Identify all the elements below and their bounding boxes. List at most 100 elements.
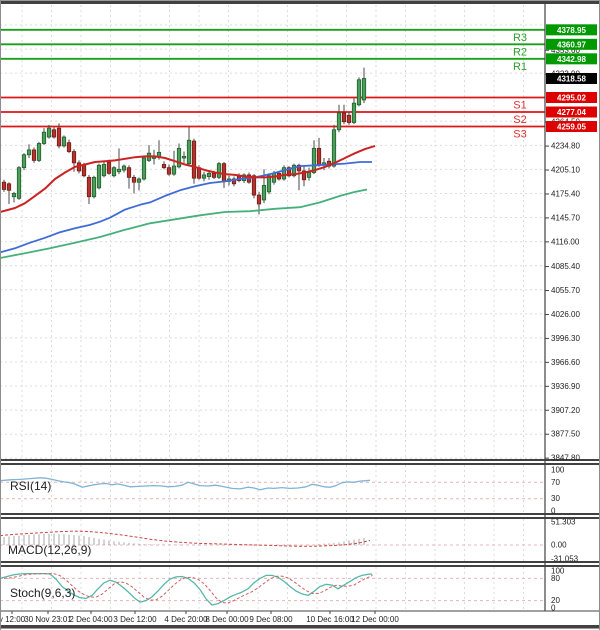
svg-text:-31.053: -31.053 — [551, 554, 579, 563]
svg-text:4277.04: 4277.04 — [557, 108, 586, 117]
candle-up — [361, 67, 367, 104]
svg-text:2 Dec 04:00: 2 Dec 04:00 — [69, 615, 113, 624]
candle-up — [16, 166, 22, 200]
svg-text:4259.05: 4259.05 — [557, 123, 586, 132]
price-box: 4295.02 — [546, 92, 597, 103]
price-box: 4360.97 — [546, 38, 597, 50]
candle-up — [351, 98, 357, 125]
candle-up — [136, 177, 142, 191]
candle-down — [66, 139, 72, 154]
svg-text:100: 100 — [551, 567, 565, 576]
candle-up — [46, 124, 52, 139]
svg-text:0: 0 — [551, 507, 556, 516]
candle-up — [36, 141, 42, 163]
pivot-lines — [0, 28, 545, 128]
candle-down — [106, 159, 112, 175]
stoch-plot — [0, 572, 373, 606]
candle-down — [31, 147, 37, 163]
gridlines — [0, 5, 545, 610]
svg-text:4360.97: 4360.97 — [557, 40, 586, 49]
svg-text:4116.00: 4116.00 — [551, 237, 580, 246]
svg-text:80: 80 — [551, 574, 560, 583]
svg-text:9 Dec 08:00: 9 Dec 08:00 — [249, 615, 293, 624]
svg-text:12 Dec 00:00: 12 Dec 00:00 — [351, 615, 399, 624]
candle-up — [26, 144, 32, 158]
svg-text:R3: R3 — [513, 32, 527, 44]
candle-down — [191, 138, 197, 184]
svg-text:v 12:00: v 12:00 — [0, 615, 26, 624]
price-box: 4318.58 — [546, 73, 597, 84]
svg-text:4342.98: 4342.98 — [557, 55, 586, 64]
candle-down — [1, 179, 7, 192]
candle-down — [56, 123, 62, 149]
svg-text:100: 100 — [551, 466, 565, 475]
svg-text:3936.90: 3936.90 — [551, 382, 580, 391]
svg-text:4026.00: 4026.00 — [551, 310, 580, 319]
svg-text:4353.60: 4353.60 — [551, 46, 580, 55]
candle-down — [231, 176, 237, 187]
candle-up — [216, 162, 222, 179]
svg-text:4145.70: 4145.70 — [551, 213, 580, 222]
price-axis[interactable]: 4353.604323.904264.504234.804205.104175.… — [544, 4, 580, 613]
candle-up — [21, 153, 27, 171]
candle-down — [346, 112, 352, 125]
candle-up — [91, 175, 97, 199]
candle-up — [281, 165, 287, 181]
svg-text:20: 20 — [551, 596, 560, 605]
candle-down — [296, 163, 302, 191]
svg-text:3907.20: 3907.20 — [551, 406, 580, 415]
svg-text:0.00: 0.00 — [551, 541, 567, 550]
svg-text:S2: S2 — [513, 114, 526, 126]
svg-text:3877.50: 3877.50 — [551, 430, 580, 439]
candle-up — [41, 128, 47, 146]
candle-up — [186, 126, 192, 166]
price-box: 4277.04 — [546, 106, 597, 118]
panel-separators — [0, 459, 600, 612]
moving-averages — [0, 144, 376, 259]
svg-text:70: 70 — [551, 478, 560, 487]
svg-text:0: 0 — [551, 604, 556, 613]
candle-up — [291, 163, 297, 178]
candle-up — [61, 135, 67, 148]
svg-text:3966.60: 3966.60 — [551, 358, 580, 367]
candle-up — [356, 77, 362, 107]
candle-down — [301, 166, 307, 187]
svg-text:4205.10: 4205.10 — [551, 166, 580, 175]
svg-text:R1: R1 — [513, 61, 527, 73]
svg-text:3 Dec 12:00: 3 Dec 12:00 — [113, 615, 157, 624]
svg-text:8 Dec 00:00: 8 Dec 00:00 — [205, 615, 249, 624]
svg-text:S3: S3 — [513, 129, 526, 141]
svg-text:S1: S1 — [513, 100, 526, 112]
svg-text:4085.40: 4085.40 — [551, 262, 580, 271]
svg-text:3847.80: 3847.80 — [551, 454, 580, 463]
time-axis[interactable]: v 12:00 30 Nov 23:012 Dec 04:00 3 Dec 12:0… — [0, 611, 399, 624]
svg-text:4378.95: 4378.95 — [557, 26, 586, 35]
pivot-labels: R3 R2 R1 S1 S2 S3 — [513, 32, 527, 141]
svg-text:4295.02: 4295.02 — [557, 94, 586, 103]
candle-up — [171, 150, 177, 176]
candle-down — [341, 104, 347, 125]
candle-up — [201, 171, 207, 182]
price-box: 4259.05 — [546, 121, 597, 133]
candle-down — [6, 182, 12, 204]
svg-text:10 Dec 16:00: 10 Dec 16:00 — [306, 615, 354, 624]
svg-text:30: 30 — [551, 494, 560, 503]
svg-text:4234.80: 4234.80 — [551, 142, 580, 151]
candle-down — [161, 161, 167, 170]
candle-down — [126, 165, 132, 189]
candle-up — [116, 148, 122, 175]
candles-series — [1, 67, 367, 215]
candle-up — [101, 161, 107, 178]
svg-text:51.303: 51.303 — [551, 518, 576, 527]
candle-down — [86, 174, 92, 204]
candle-up — [311, 140, 317, 175]
candle-down — [166, 164, 172, 176]
rsi-line — [0, 477, 371, 491]
price-box: 4342.98 — [546, 53, 597, 65]
svg-text:4055.70: 4055.70 — [551, 286, 580, 295]
candle-up — [181, 151, 187, 163]
candle-up — [336, 104, 342, 133]
svg-text:30 Nov 23:01: 30 Nov 23:01 — [24, 615, 72, 624]
